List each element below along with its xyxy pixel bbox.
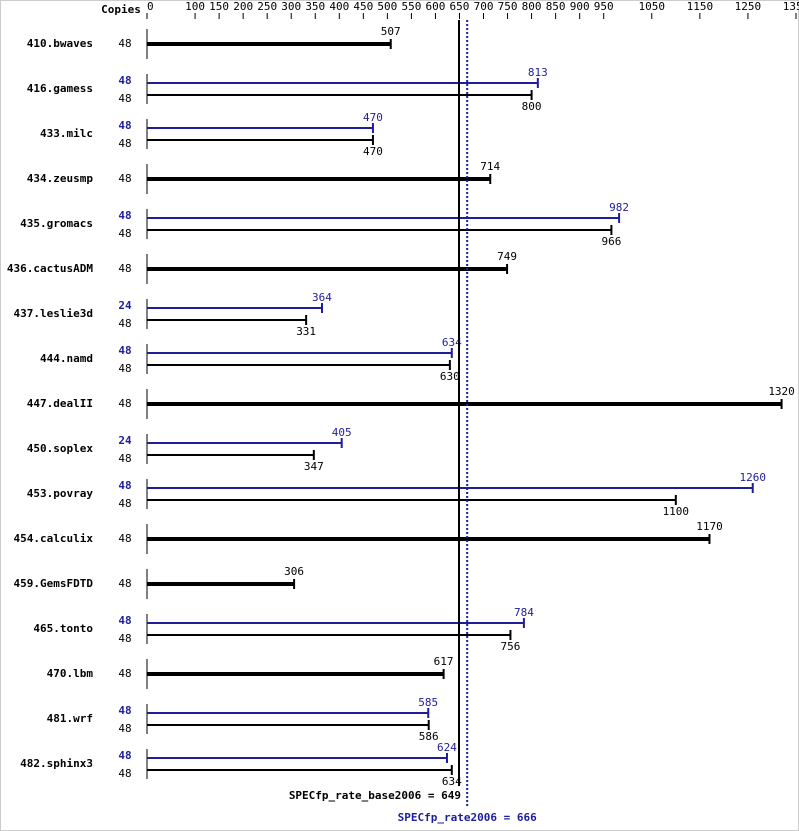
value-label: 617 [434,655,454,668]
x-tick-label: 1050 [639,0,666,13]
peak-value-label: 634 [442,336,462,349]
benchmark-label: 410.bwaves [27,37,93,50]
base-copies: 48 [118,767,131,780]
peak-copies: 24 [118,434,132,447]
base-copies: 48 [118,362,131,375]
base-copies: 48 [118,227,131,240]
copies: 48 [118,172,131,185]
x-tick-label: 400 [329,0,349,13]
peak-copies: 48 [118,209,131,222]
peak-value-label: 813 [528,66,548,79]
copies: 48 [118,532,131,545]
x-tick-label: 150 [209,0,229,13]
base-copies: 48 [118,92,131,105]
benchmark-label: 453.povray [27,487,94,500]
peak-copies: 48 [118,479,131,492]
base-value-label: 1100 [663,505,690,518]
base-copies: 48 [118,452,131,465]
x-tick-label: 700 [474,0,494,13]
benchmark-label: 459.GemsFDTD [14,577,94,590]
x-tick-label: 600 [426,0,446,13]
benchmark-label: 447.dealII [27,397,93,410]
copies: 48 [118,577,131,590]
x-tick-label: 500 [377,0,397,13]
base-copies: 48 [118,722,131,735]
peak-copies: 48 [118,749,131,762]
x-tick-label: 200 [233,0,253,13]
copies-header: Copies [101,3,141,16]
base-value-label: 470 [363,145,383,158]
base-copies: 48 [118,317,131,330]
base-copies: 48 [118,632,131,645]
x-tick-label: 800 [522,0,542,13]
copies: 48 [118,37,131,50]
value-label: 749 [497,250,517,263]
benchmark-label: 435.gromacs [20,217,93,230]
value-label: 1170 [696,520,723,533]
benchmark-label: 481.wrf [47,712,93,725]
benchmark-label: 470.lbm [47,667,94,680]
x-tick-label: 300 [281,0,301,13]
base-value-label: 347 [304,460,324,473]
x-tick-label: 1250 [735,0,762,13]
x-tick-label: 900 [570,0,590,13]
base-value-label: 331 [296,325,316,338]
x-tick-label: 250 [257,0,277,13]
value-label: 1320 [768,385,795,398]
base-copies: 48 [118,137,131,150]
peak-value-label: 784 [514,606,534,619]
peak-value-label: 585 [418,696,438,709]
reference-label: SPECfp_rate2006 = 666 [398,811,537,824]
peak-copies: 48 [118,704,131,717]
benchmark-label: 416.gamess [27,82,93,95]
reference-label: SPECfp_rate_base2006 = 649 [289,789,461,802]
x-tick-label: 750 [498,0,518,13]
peak-copies: 48 [118,344,131,357]
peak-value-label: 1260 [739,471,766,484]
copies: 48 [118,397,131,410]
benchmark-label: 437.leslie3d [14,307,93,320]
benchmark-label: 436.cactusADM [7,262,93,275]
x-tick-label: 100 [185,0,205,13]
x-tick-label: 650 [450,0,470,13]
copies: 48 [118,667,131,680]
x-tick-label: 450 [353,0,373,13]
benchmark-label: 454.calculix [14,532,94,545]
benchmark-label: 465.tonto [33,622,93,635]
peak-copies: 48 [118,74,131,87]
x-tick-label: 0 [147,0,154,13]
peak-copies: 24 [118,299,132,312]
x-tick-label: 950 [594,0,614,13]
peak-copies: 48 [118,119,131,132]
base-value-label: 800 [522,100,542,113]
benchmark-label: 482.sphinx3 [20,757,93,770]
benchmark-label: 444.namd [40,352,93,365]
base-value-label: 966 [601,235,621,248]
benchmark-label: 450.soplex [27,442,94,455]
x-tick-label: 1350 [783,0,799,13]
benchmark-label: 433.milc [40,127,93,140]
peak-value-label: 470 [363,111,383,124]
peak-value-label: 364 [312,291,332,304]
copies: 48 [118,262,131,275]
x-tick-label: 1150 [687,0,714,13]
base-value-label: 586 [419,730,439,743]
value-label: 306 [284,565,304,578]
base-value-label: 630 [440,370,460,383]
x-tick-label: 350 [305,0,325,13]
benchmark-label: 434.zeusmp [27,172,94,185]
base-copies: 48 [118,497,131,510]
peak-value-label: 624 [437,741,457,754]
x-tick-label: 550 [401,0,421,13]
value-label: 714 [480,160,500,173]
base-value-label: 634 [442,775,462,788]
value-label: 507 [381,25,401,38]
peak-value-label: 405 [332,426,352,439]
peak-copies: 48 [118,614,131,627]
x-tick-label: 850 [546,0,566,13]
base-value-label: 756 [501,640,521,653]
peak-value-label: 982 [609,201,629,214]
